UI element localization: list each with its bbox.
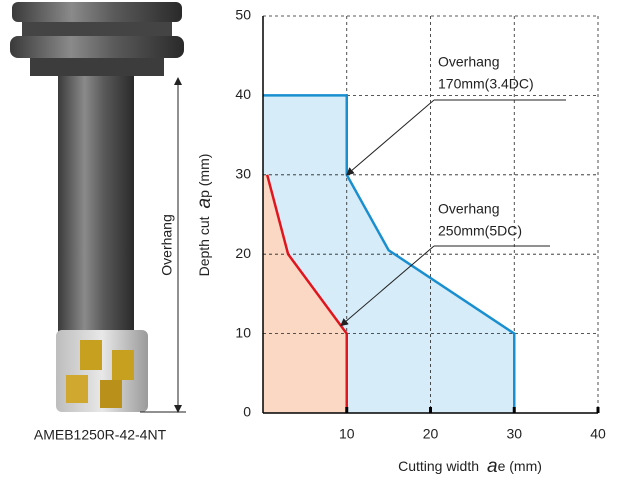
annotation: Overhang [438, 201, 499, 217]
series-line [265, 174, 348, 413]
x-tick-label: 30 [506, 426, 522, 442]
x-axis-title-part: a [487, 456, 498, 477]
tool-illustration [10, 2, 186, 413]
x-tick-label: 10 [339, 426, 355, 442]
y-axis-title-part: Depth cut [196, 216, 212, 276]
y-tick-label: 0 [243, 404, 251, 420]
y-tick-label: 40 [235, 86, 251, 102]
annotation-arrow [345, 99, 435, 176]
annotation-arrow [340, 245, 435, 327]
series-line [263, 94, 516, 413]
tool-label: Overhang [159, 214, 175, 275]
area-fill [263, 174, 347, 413]
annotation: Overhang [438, 54, 499, 70]
x-tick-label: 40 [590, 426, 606, 442]
y-tick-label: 20 [235, 245, 251, 261]
x-tick-label: 20 [423, 426, 439, 442]
y-tick-label: 30 [235, 166, 251, 182]
tool-caption: AMEB1250R-42-4NT [34, 427, 167, 443]
y-tick-label: 50 [235, 7, 251, 23]
y-axis-title-part: p (mm) [196, 154, 212, 198]
y-axis-title: Depth cut ap (mm) [194, 154, 215, 277]
annotation: 250mm(5DC) [438, 223, 522, 239]
x-axis-title-part: Cutting width [398, 458, 479, 474]
x-axis-title: Cutting width ae (mm) [398, 456, 542, 477]
y-axis-title-part: a [194, 198, 215, 209]
x-axis-title-part: e (mm) [498, 458, 542, 474]
y-tick-label: 10 [235, 324, 251, 340]
annotation: 170mm(3.4DC) [438, 76, 534, 92]
